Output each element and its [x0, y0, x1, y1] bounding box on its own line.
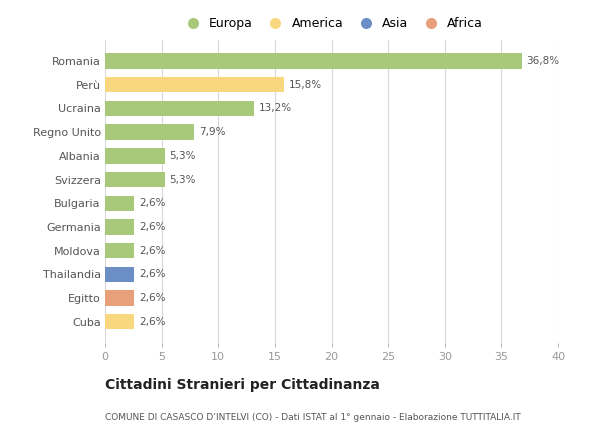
Bar [105, 148, 165, 164]
Bar [105, 77, 284, 92]
Text: 2,6%: 2,6% [139, 222, 166, 232]
Text: Cittadini Stranieri per Cittadinanza: Cittadini Stranieri per Cittadinanza [105, 378, 380, 392]
Text: 36,8%: 36,8% [526, 56, 559, 66]
Bar [105, 314, 134, 330]
Bar [105, 53, 522, 69]
Bar [105, 267, 134, 282]
Bar [105, 195, 134, 211]
Text: 13,2%: 13,2% [259, 103, 292, 114]
Bar [105, 219, 134, 235]
Text: 7,9%: 7,9% [199, 127, 226, 137]
Legend: Europa, America, Asia, Africa: Europa, America, Asia, Africa [175, 12, 488, 36]
Text: 2,6%: 2,6% [139, 246, 166, 256]
Bar [105, 101, 254, 116]
Text: COMUNE DI CASASCO D’INTELVI (CO) - Dati ISTAT al 1° gennaio - Elaborazione TUTTI: COMUNE DI CASASCO D’INTELVI (CO) - Dati … [105, 413, 521, 422]
Bar [105, 125, 194, 140]
Bar [105, 172, 165, 187]
Text: 5,3%: 5,3% [170, 151, 196, 161]
Text: 5,3%: 5,3% [170, 175, 196, 184]
Text: 2,6%: 2,6% [139, 269, 166, 279]
Text: 2,6%: 2,6% [139, 293, 166, 303]
Text: 2,6%: 2,6% [139, 198, 166, 208]
Bar [105, 290, 134, 306]
Bar [105, 243, 134, 258]
Text: 2,6%: 2,6% [139, 317, 166, 327]
Text: 15,8%: 15,8% [289, 80, 322, 90]
